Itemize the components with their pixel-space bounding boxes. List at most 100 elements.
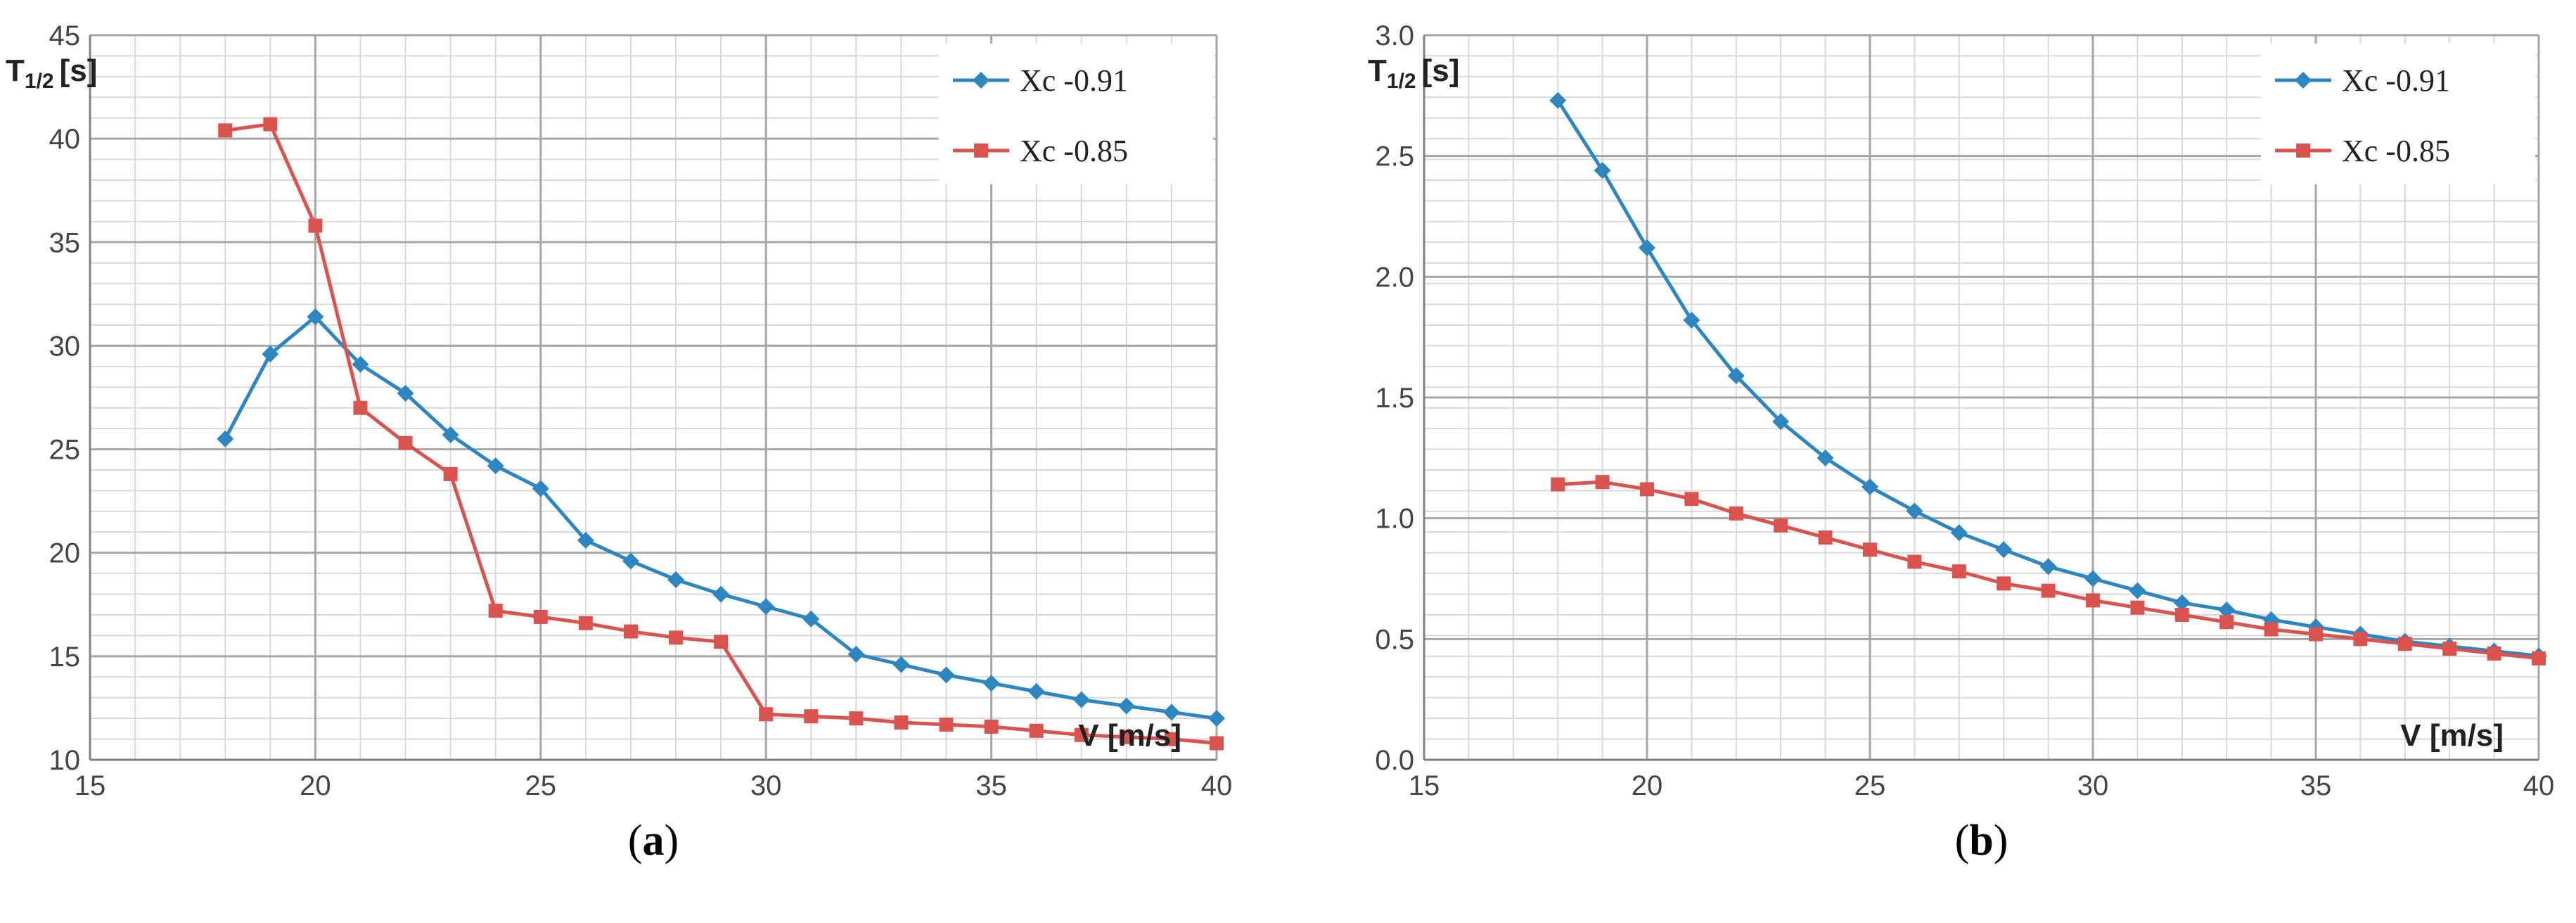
y-tick-label: 2.0 <box>1375 262 1414 293</box>
y-tick-label: 1.0 <box>1375 504 1414 535</box>
data-point <box>2397 637 2412 651</box>
data-point <box>532 480 549 497</box>
y-tick-label: 45 <box>49 20 81 51</box>
data-point <box>2130 600 2145 615</box>
data-point <box>353 400 368 415</box>
legend: Xc -0.91 Xc -0.85 <box>2261 44 2535 184</box>
data-point <box>2129 582 2146 599</box>
data-point <box>2039 558 2057 575</box>
data-point <box>1210 736 1224 751</box>
data-point <box>802 610 820 628</box>
data-point <box>1907 554 1922 569</box>
x-tick-label: 20 <box>1632 770 1663 801</box>
data-point <box>218 123 233 138</box>
legend-marker <box>974 144 988 158</box>
data-point <box>352 355 369 373</box>
data-point <box>2086 593 2100 608</box>
series-red <box>1551 475 2546 666</box>
data-point <box>1074 727 1089 742</box>
data-point <box>1549 91 1567 109</box>
data-point <box>1072 691 1090 708</box>
data-point <box>578 616 593 630</box>
data-point <box>1997 576 2011 591</box>
data-point <box>307 308 324 326</box>
data-point <box>894 715 909 730</box>
data-point <box>712 585 730 603</box>
data-point <box>1162 704 1180 721</box>
legend-marker <box>2296 144 2310 158</box>
data-point <box>1639 239 1655 257</box>
data-point <box>1117 697 1135 715</box>
data-point <box>937 666 955 684</box>
data-point <box>622 552 639 570</box>
data-point <box>1861 478 1878 496</box>
x-tick-label: 35 <box>2300 770 2332 801</box>
data-point <box>1906 502 1923 520</box>
x-tick-label: 30 <box>750 770 782 801</box>
data-point <box>577 532 594 549</box>
y-tick-label: 35 <box>49 227 81 258</box>
data-point <box>982 675 1000 692</box>
data-point <box>1772 413 1790 431</box>
data-point <box>1551 477 1565 492</box>
data-point <box>757 598 775 616</box>
data-point <box>488 604 503 618</box>
series-blue <box>217 308 1225 727</box>
y-tick-label: 10 <box>49 745 81 776</box>
x-axis-label: V [m/s] <box>2400 718 2504 753</box>
data-point <box>2532 651 2546 666</box>
data-point <box>1640 482 1654 497</box>
data-point <box>623 624 638 639</box>
data-point <box>533 609 548 624</box>
data-point <box>2264 622 2279 637</box>
data-point <box>1683 312 1700 329</box>
data-point <box>892 656 910 673</box>
legend-box <box>2261 44 2535 184</box>
data-point <box>1995 541 2013 559</box>
data-point <box>2353 632 2368 647</box>
x-tick-label: 35 <box>975 770 1007 801</box>
y-axis-label: T1/2 [s] <box>1368 53 1459 93</box>
x-tick-label: 40 <box>2523 770 2555 801</box>
y-tick-label: 40 <box>49 124 81 155</box>
data-point <box>669 630 684 645</box>
data-point <box>487 457 504 475</box>
legend-label: Xc -0.85 <box>1020 134 1128 168</box>
x-axis-label: V [m/s] <box>1078 718 1181 753</box>
y-tick-label: 1.5 <box>1375 383 1414 414</box>
data-point <box>2218 601 2236 619</box>
y-tick-label: 25 <box>49 435 81 466</box>
data-point <box>262 345 279 363</box>
panel-caption: (a) <box>628 817 679 865</box>
data-point <box>1684 492 1699 507</box>
data-point <box>714 635 729 649</box>
data-point <box>443 466 458 481</box>
data-point <box>1774 518 1788 533</box>
data-point <box>1594 162 1611 179</box>
data-point <box>1595 475 1610 490</box>
data-point <box>1727 367 1745 385</box>
legend-label: Xc -0.85 <box>2342 134 2450 168</box>
chart-panel-b: 15 20 25 30 35 40 0.0 0.5 1.0 1.5 2.0 2.5 3.0T1/2 [s]… <box>1368 20 2554 865</box>
data-point <box>2442 642 2457 656</box>
data-point <box>217 430 234 447</box>
x-tick-label: 20 <box>300 770 331 801</box>
data-point <box>1863 542 1877 557</box>
y-tick-label: 0.5 <box>1375 624 1414 655</box>
data-point <box>2173 594 2191 611</box>
legend-marker <box>2295 72 2312 89</box>
x-tick-label: 15 <box>75 770 106 801</box>
y-tick-label: 3.0 <box>1375 20 1414 51</box>
data-point <box>2487 646 2501 661</box>
data-point <box>308 218 323 233</box>
y-axis-label: T1/2 [s] <box>6 53 97 93</box>
x-tick-label: 40 <box>1201 770 1233 801</box>
legend: Xc -0.91 Xc -0.85 <box>939 44 1213 184</box>
panel-caption: (b) <box>1955 817 2008 865</box>
x-tick-label: 15 <box>1409 770 1440 801</box>
data-point <box>442 426 459 443</box>
x-tick-label: 25 <box>525 770 557 801</box>
series-red <box>218 117 1224 751</box>
